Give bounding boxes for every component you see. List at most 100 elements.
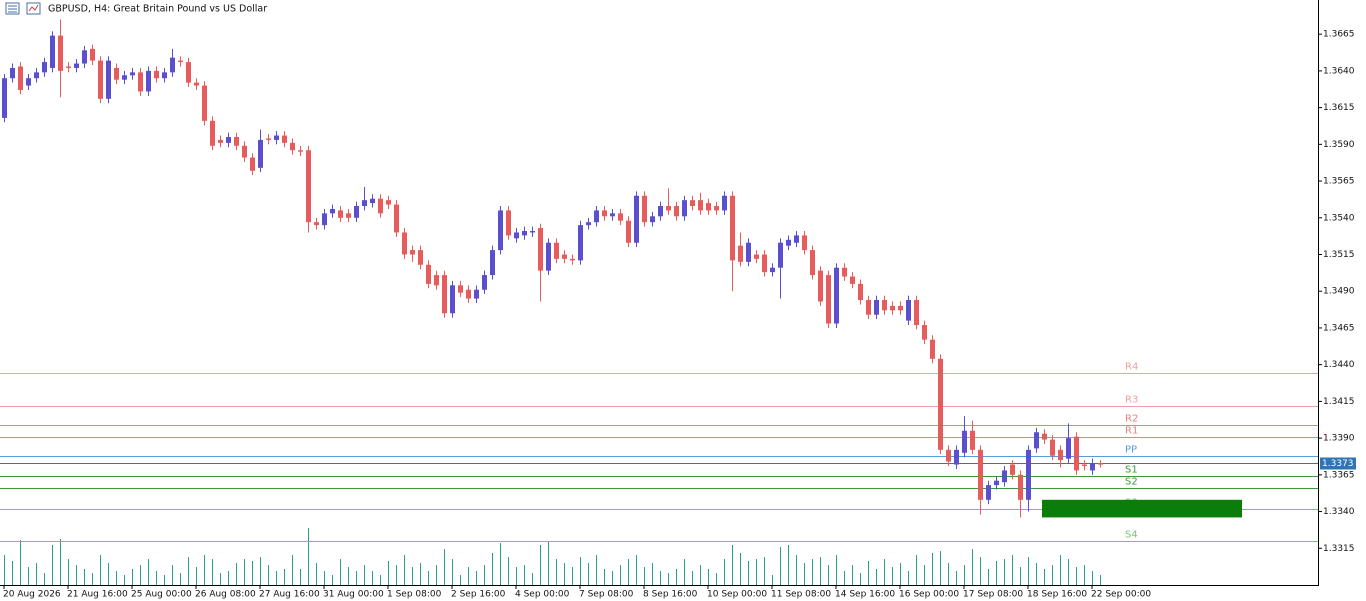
volume-bar	[788, 545, 789, 585]
candle-body	[794, 235, 799, 243]
candle-body	[642, 195, 647, 223]
x-tick-label: 26 Aug 08:00	[195, 590, 256, 600]
volume-bar	[804, 563, 805, 585]
volume-bar	[1028, 557, 1029, 585]
candle-body	[730, 195, 735, 261]
volume-bar	[844, 571, 845, 585]
volume-bar	[748, 561, 749, 585]
volume-bar	[812, 559, 813, 585]
volume-bar	[676, 569, 677, 585]
candle-body	[346, 213, 351, 218]
volume-bar	[548, 541, 549, 585]
y-tick-label: 1.3490	[1323, 287, 1355, 297]
volume-bar	[940, 551, 941, 585]
volume-bar	[36, 563, 37, 585]
volume-bar	[932, 553, 933, 585]
volume-bar	[44, 573, 45, 585]
volume-bar	[132, 569, 133, 585]
candle-body	[226, 136, 231, 143]
volume-bar	[380, 575, 381, 585]
volume-bar	[828, 565, 829, 585]
candle-body	[666, 206, 671, 211]
candle-body	[602, 210, 607, 217]
candle-body	[802, 235, 807, 251]
volume-bar	[1044, 569, 1045, 585]
volume-bar	[612, 571, 613, 585]
volume-bar	[20, 540, 21, 585]
candle-body	[338, 210, 343, 218]
candle-body	[810, 250, 815, 276]
candle-body	[386, 200, 391, 205]
volume-bar	[820, 557, 821, 585]
volume-bar	[316, 563, 317, 585]
candle-body	[714, 206, 719, 211]
volume-bar	[756, 559, 757, 585]
volume-bar	[708, 569, 709, 585]
volume-bar	[484, 565, 485, 585]
volume-bar	[180, 573, 181, 585]
candle-body	[314, 222, 319, 226]
volume-bar	[516, 567, 517, 585]
volume-bar	[860, 573, 861, 585]
level-label: S4	[1125, 530, 1138, 541]
volume-bar	[468, 567, 469, 585]
volume-bar	[108, 563, 109, 585]
volume-bar	[164, 575, 165, 585]
volume-bar	[620, 565, 621, 585]
candle-body	[466, 289, 471, 299]
volume-bar	[60, 539, 61, 585]
volume-bar	[1020, 567, 1021, 585]
volume-bar	[348, 567, 349, 585]
volume-bar	[732, 545, 733, 585]
candle-body	[474, 289, 479, 299]
x-tick-label: 18 Sep 16:00	[1027, 590, 1087, 600]
volume-bar	[1004, 559, 1005, 585]
x-tick-label: 17 Sep 08:00	[963, 590, 1023, 600]
candle-body	[898, 305, 903, 311]
volume-bar	[420, 563, 421, 585]
volume-bar	[260, 557, 261, 585]
volume-bar	[700, 565, 701, 585]
volume-bar	[308, 528, 309, 585]
candle-body	[538, 228, 543, 271]
volume-bar	[276, 571, 277, 585]
candle-body	[1098, 463, 1103, 465]
y-tick-label: 1.3640	[1323, 66, 1355, 76]
volume-bar	[388, 561, 389, 585]
x-tick-label: 22 Sep 00:00	[1091, 590, 1151, 600]
candle-body	[146, 70, 151, 92]
candle-body	[954, 449, 959, 465]
volume-bar	[124, 575, 125, 585]
candle-body	[578, 225, 583, 261]
volume-bar	[364, 565, 365, 585]
candle-body	[482, 275, 487, 290]
candle-body	[1050, 439, 1055, 456]
candle-body	[690, 200, 695, 207]
y-tick-label: 1.3415	[1323, 397, 1355, 407]
volume-bar	[452, 559, 453, 585]
current-price-label: 1.3373	[1322, 459, 1354, 469]
volume-bar	[228, 571, 229, 585]
candle-body	[298, 150, 303, 152]
candle-body	[946, 449, 951, 462]
y-tick-label: 1.3315	[1323, 544, 1355, 554]
candle-body	[258, 139, 263, 168]
candle-body	[306, 150, 311, 223]
y-tick-label: 1.3615	[1323, 103, 1355, 113]
current-price-box	[1320, 457, 1356, 470]
candle-body	[362, 200, 367, 207]
candle-body	[34, 72, 39, 79]
volume-bar	[428, 571, 429, 585]
x-tick-label: 25 Aug 00:00	[131, 590, 192, 600]
candle-body	[418, 250, 423, 265]
volume-bar	[204, 555, 205, 585]
zone	[1042, 499, 1242, 518]
volume-bar	[148, 559, 149, 585]
volume-bar	[652, 563, 653, 585]
volume-bar	[28, 567, 29, 585]
candle-body	[322, 213, 327, 226]
volume-bar	[220, 573, 221, 585]
candle-body	[970, 430, 975, 450]
volume-bar	[876, 569, 877, 585]
x-tick-label: 27 Aug 16:00	[259, 590, 320, 600]
